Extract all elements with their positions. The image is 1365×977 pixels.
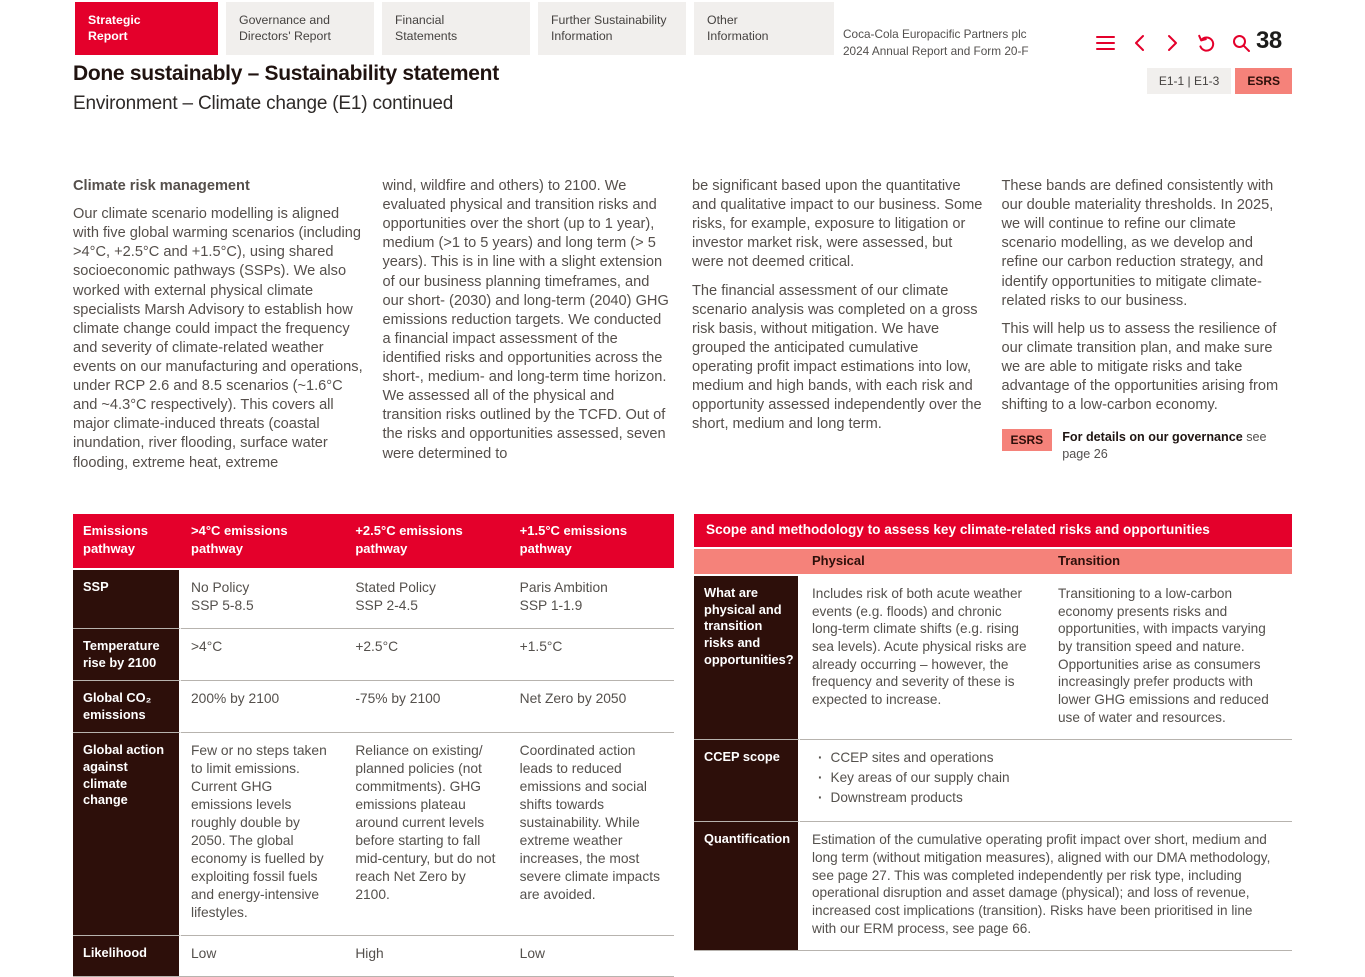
esrs-reference-badge: E1-1 | E1-3 — [1146, 68, 1232, 94]
table-cell: Reliance on existing/ planned policies (… — [345, 732, 510, 935]
table-cell-transition: Transitioning to a low-carbon economy pr… — [1046, 576, 1292, 740]
column-header: Emissions pathway — [73, 514, 181, 571]
table-cell: Low — [509, 934, 674, 976]
tab-strategic-report[interactable]: Strategic Report — [75, 2, 218, 55]
tab-label: Governance and Directors' Report — [239, 12, 331, 43]
cross-reference-rest: see page 26 — [1062, 430, 1267, 462]
table-cell: +1.5°C — [509, 627, 674, 681]
viewer-toolbar — [1095, 33, 1251, 53]
paragraph: The financial assessment of our climate … — [692, 282, 982, 433]
menu-icon[interactable] — [1095, 33, 1115, 53]
table-cell: Paris Ambition SSP 1-1.9 — [509, 570, 674, 628]
list-item: Downstream products — [812, 789, 1278, 807]
esrs-framework-badge: ESRS — [1235, 68, 1292, 94]
tab-financial-statements[interactable]: Financial Statements — [382, 2, 530, 55]
tab-governance-directors-report[interactable]: Governance and Directors' Report — [226, 2, 374, 55]
section-heading-climate-risk-management: Climate risk management — [73, 178, 250, 194]
page-title: Done sustainably – Sustainability statem… — [73, 62, 499, 85]
body-column-4: These bands are defined consistently wit… — [1001, 177, 1293, 482]
row-header-temperature-rise: Temperature rise by 2100 — [73, 627, 181, 681]
table-cell: Net Zero by 2050 — [509, 680, 674, 733]
body-column-1: Climate risk management Our climate scen… — [73, 177, 364, 482]
table-cell-physical: Includes risk of both acute weather even… — [800, 576, 1046, 740]
column-header: +2.5°C emissions pathway — [345, 514, 510, 571]
subheader-spacer — [694, 547, 800, 576]
column-header: +1.5°C emissions pathway — [509, 514, 674, 571]
tab-label: Further Sustainability Information — [551, 12, 667, 43]
table-cell: >4°C — [181, 627, 346, 681]
row-header-global-co2-emissions: Global CO₂ emissions — [73, 680, 181, 733]
body-columns: Climate risk management Our climate scen… — [73, 177, 1292, 482]
row-header-global-action: Global action against climate change — [73, 732, 181, 935]
column-header: >4°C emissions pathway — [181, 514, 346, 571]
page-number: 38 — [1256, 27, 1282, 54]
list-item: Key areas of our supply chain — [812, 769, 1278, 787]
disclosure-badges: E1-1 | E1-3 ESRS — [1146, 68, 1292, 94]
table-cell-ccep-scope: CCEP sites and operations Key areas of o… — [800, 739, 1292, 822]
emissions-pathway-table: Emissions pathway >4°C emissions pathway… — [73, 514, 674, 977]
undo-icon[interactable] — [1197, 33, 1217, 53]
cross-reference-bold: For details on our governance — [1062, 430, 1243, 445]
table-cell: High — [345, 934, 510, 976]
paragraph: This will help us to assess the resilien… — [1001, 320, 1279, 414]
cross-reference-text: For details on our governance see page 2… — [1062, 429, 1292, 463]
chevron-right-icon[interactable] — [1163, 33, 1183, 53]
scope-methodology-table: Scope and methodology to assess key clim… — [694, 514, 1292, 952]
row-header-quantification: Quantification — [694, 821, 800, 951]
paragraph: These bands are defined consistently wit… — [1001, 178, 1274, 309]
tab-label: Financial Statements — [395, 12, 458, 43]
section-tabbar: Strategic Report Governance and Director… — [75, 2, 834, 55]
table-cell: Few or no steps taken to limit emissions… — [181, 732, 346, 935]
list-item: CCEP sites and operations — [812, 749, 1278, 767]
brand-line1: Coca-Cola Europacific Partners plc — [843, 27, 1027, 41]
paragraph: wind, wildfire and others) to 2100. We e… — [382, 178, 669, 462]
esrs-tag: ESRS — [1001, 429, 1053, 452]
table-cell: -75% by 2100 — [345, 680, 510, 733]
row-header-ssp: SSP — [73, 570, 181, 628]
governance-cross-reference: ESRS For details on our governance see p… — [1001, 429, 1293, 463]
column-header-transition: Transition — [1046, 547, 1292, 576]
table-cell: Stated Policy SSP 2-4.5 — [345, 570, 510, 628]
table-cell: +2.5°C — [345, 627, 510, 681]
table-cell: No Policy SSP 5-8.5 — [181, 570, 346, 628]
table-cell-quantification: Estimation of the cumulative operating p… — [800, 821, 1292, 951]
tab-label: Other Information — [707, 12, 769, 43]
page-subtitle: Environment – Climate change (E1) contin… — [73, 93, 454, 114]
body-column-3: be significant based upon the quantitati… — [692, 177, 983, 482]
table-cell: Low — [181, 934, 346, 976]
column-header-physical: Physical — [800, 547, 1046, 576]
table-cell: 200% by 2100 — [181, 680, 346, 733]
tab-label: Strategic Report — [88, 12, 141, 43]
paragraph: Our climate scenario modelling is aligne… — [73, 206, 363, 471]
row-header-what-are-risks: What are physical and transition risks a… — [694, 576, 800, 740]
body-column-2: wind, wildfire and others) to 2100. We e… — [383, 177, 674, 482]
table-title: Scope and methodology to assess key clim… — [694, 514, 1292, 547]
row-header-ccep-scope: CCEP scope — [694, 739, 800, 822]
report-brand-title: Coca-Cola Europacific Partners plc 2024 … — [843, 26, 1029, 60]
search-icon[interactable] — [1231, 33, 1251, 53]
chevron-left-icon[interactable] — [1129, 33, 1149, 53]
tab-other-information[interactable]: Other Information — [694, 2, 834, 55]
table-cell: Coordinated action leads to reduced emis… — [509, 732, 674, 935]
brand-line2: 2024 Annual Report and Form 20-F — [843, 44, 1029, 59]
row-header-likelihood: Likelihood — [73, 934, 181, 976]
paragraph: be significant based upon the quantitati… — [692, 178, 983, 271]
tab-further-sustainability-information[interactable]: Further Sustainability Information — [538, 2, 686, 55]
